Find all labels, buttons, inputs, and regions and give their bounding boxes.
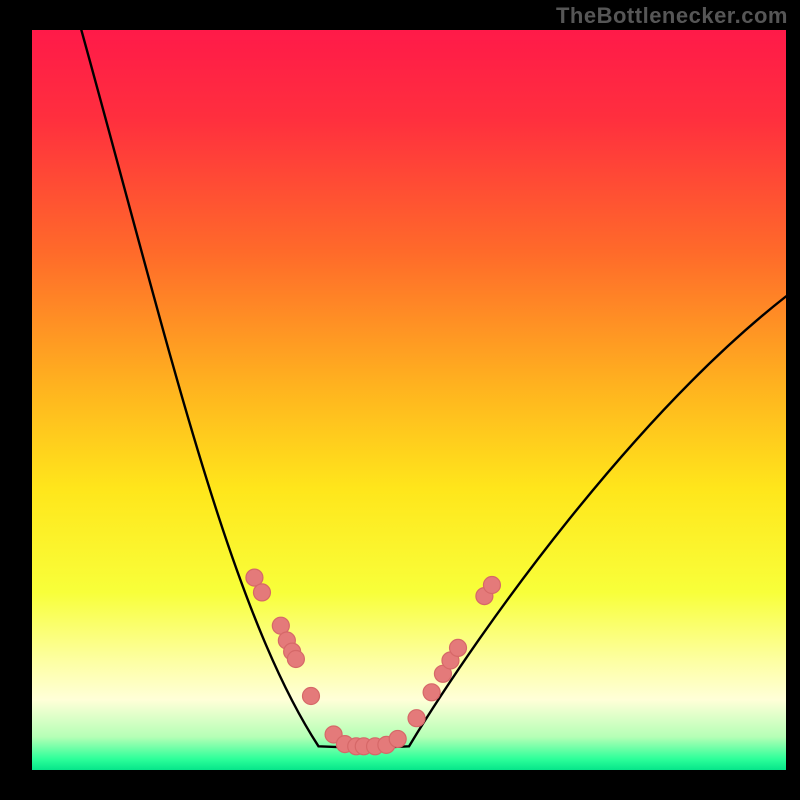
data-marker [408, 710, 425, 727]
data-marker [253, 584, 270, 601]
data-marker [302, 688, 319, 705]
data-marker [450, 639, 467, 656]
curve-layer [32, 30, 786, 770]
plot-area [32, 30, 786, 770]
data-marker [423, 684, 440, 701]
data-marker [287, 651, 304, 668]
data-marker [389, 730, 406, 747]
bottleneck-curve [77, 30, 786, 747]
data-marker [483, 577, 500, 594]
watermark-text: TheBottlenecker.com [556, 3, 788, 29]
